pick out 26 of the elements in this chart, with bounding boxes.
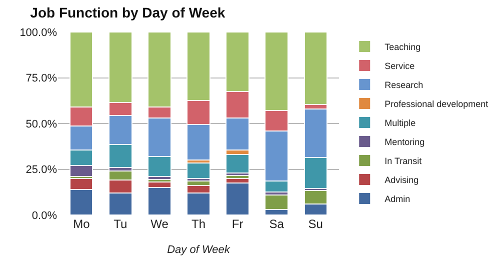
y-tick-label: 0.0% [32,210,58,222]
y-tick-label: 100.0% [20,26,58,39]
x-axis-title: Day of Week [167,244,230,256]
y-tick-label: 50.0% [26,118,58,130]
x-tick-label: Mo [73,217,90,231]
legend-label: Mentoring [384,137,425,148]
legend-label: Advising [384,175,419,186]
y-tick-label: 75.0% [26,72,58,85]
legend-label: Teaching [384,42,421,52]
x-tick-label: Th [191,217,206,231]
legend-label: Professional development [384,99,489,110]
y-tick-label: 25.0% [26,164,58,176]
bar [186,162,210,179]
legend-label: Research [384,80,424,90]
legend-label: In Transit [384,156,422,166]
x-tick-label: We [150,217,169,231]
x-tick-label: Su [308,217,323,231]
legend-label: Admin [384,194,410,204]
legend-label: Multiple [384,118,416,128]
x-tick-label: Tu [114,217,128,231]
legend-label: Service [384,61,415,72]
bar [226,154,250,174]
x-tick-label: Sa [269,217,284,231]
x-tick-label: Fr [232,217,244,231]
bar [226,182,250,215]
chart-title: Job Function by Day of Week [30,4,226,21]
